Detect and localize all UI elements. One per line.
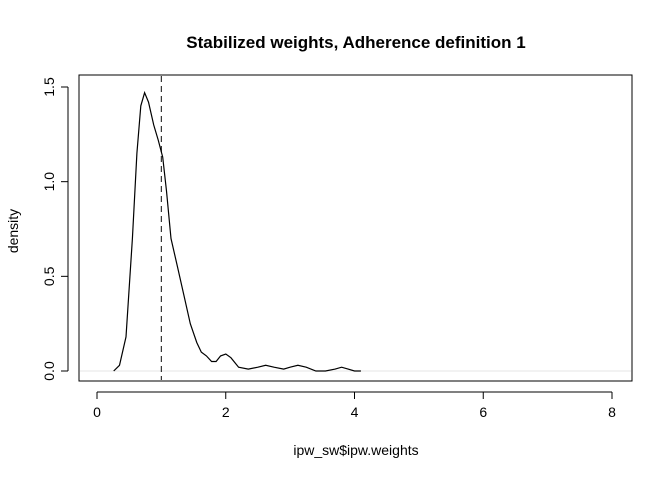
- y-axis-label: density: [5, 209, 21, 253]
- y-axis: 0.0 0.5 1.0 1.5: [41, 77, 69, 381]
- chart-title: Stabilized weights, Adherence definition…: [186, 33, 525, 52]
- plot-frame: [78, 74, 633, 382]
- x-tick-label: 8: [608, 404, 616, 420]
- y-tick-label: 0.0: [41, 361, 57, 381]
- x-axis-label: ipw_sw$ipw.weights: [293, 442, 418, 458]
- x-tick-label: 6: [479, 404, 487, 420]
- x-tick-label: 0: [93, 404, 101, 420]
- y-tick-label: 1.5: [41, 77, 57, 97]
- y-tick-label: 0.5: [41, 266, 57, 286]
- density-curve: [113, 90, 361, 372]
- y-tick-label: 1.0: [41, 172, 57, 192]
- x-axis: 0 2 4 6 8: [93, 391, 616, 420]
- x-tick-label: 2: [222, 404, 230, 420]
- x-tick-label: 4: [351, 404, 359, 420]
